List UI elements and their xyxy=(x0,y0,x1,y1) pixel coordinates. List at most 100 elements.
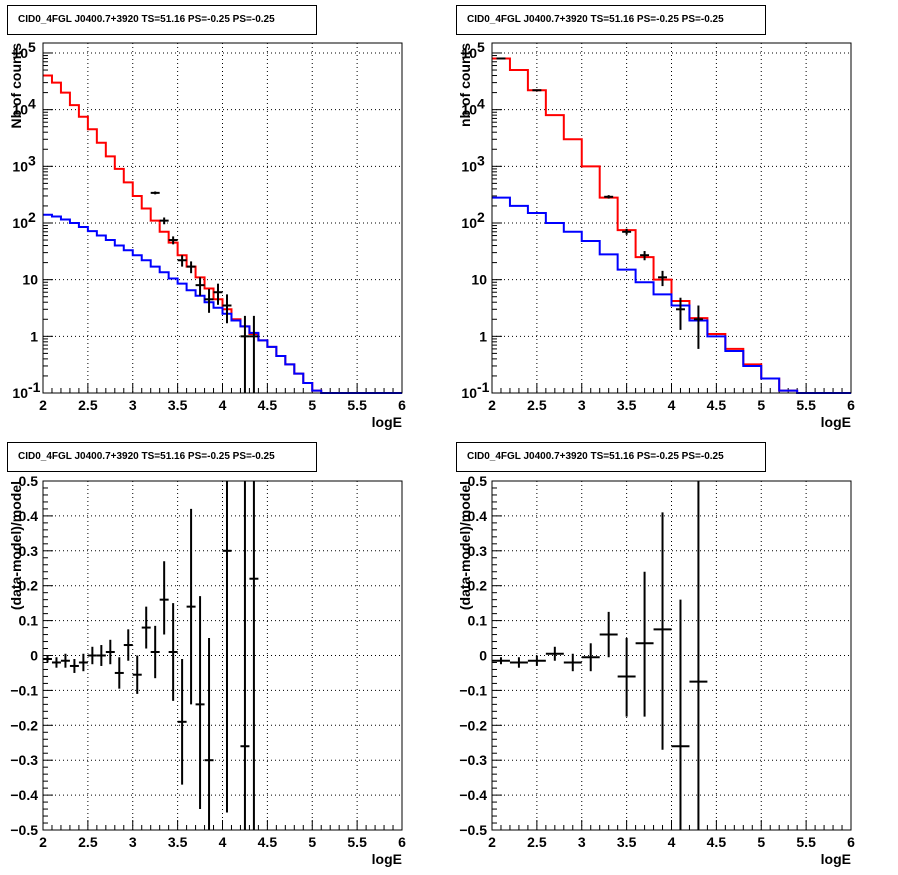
y-tick-exponent: 3 xyxy=(28,152,36,168)
data-point xyxy=(640,251,650,261)
data-point xyxy=(653,512,672,750)
y-tick-exponent: 2 xyxy=(477,209,485,225)
data-point xyxy=(43,655,52,663)
data-point xyxy=(671,599,690,830)
data-point xyxy=(51,657,61,668)
y-tick-exponent: 4 xyxy=(477,96,485,112)
y-tick-exponent: -1 xyxy=(477,379,490,395)
x-tick-label: 5 xyxy=(757,834,765,850)
data-point xyxy=(159,217,169,225)
x-tick-label: 4.5 xyxy=(258,834,278,850)
data-point xyxy=(222,294,232,324)
chart-svg-2: 2 2.5 3 3.5 4 4.5 5 5.5 6 −0.5 −0.4 −0.3 −0.2 −0.1 0 0.… xyxy=(8,473,406,867)
y-tick-label: 10 xyxy=(12,45,28,61)
data-point xyxy=(159,561,169,635)
x-tick-label: 5.5 xyxy=(796,397,816,413)
data-point xyxy=(168,236,178,245)
x-tick-label: 6 xyxy=(847,834,855,850)
residual-panel-right: 2 2.5 3 3.5 4 4.5 5 5.5 6 −0.5 −0.4 −0.3 −0.2 −0.1 0 0.… xyxy=(449,437,898,875)
x-axis-title: logE xyxy=(372,414,402,430)
x-tick-label: 3.5 xyxy=(617,397,637,413)
data-point xyxy=(604,195,614,199)
data-point xyxy=(141,606,151,649)
x-tick-label: 3 xyxy=(129,834,137,850)
x-tick-label: 3 xyxy=(578,834,586,850)
data-point xyxy=(186,508,196,705)
data-point xyxy=(581,643,600,672)
x-tick-label: 5.5 xyxy=(796,834,816,850)
x-tick-labels: 2 2.5 3 3.5 4 4.5 5 5.5 6 xyxy=(39,397,406,413)
x-tick-labels: 2 2.5 3 3.5 4 4.5 5 5.5 6 xyxy=(488,834,855,850)
data-point xyxy=(150,625,160,679)
y-tick-exponent: 5 xyxy=(477,39,485,55)
y-tick-label: −0.3 xyxy=(10,752,38,768)
data-point xyxy=(195,277,205,296)
x-tick-label: 5 xyxy=(308,834,316,850)
data-point xyxy=(240,481,250,830)
spectrum-panel-right: 2 2.5 3 3.5 4 4.5 5 5.5 6 10 -1 1 10 10 2 10 3 10 4 10 5 logE… xyxy=(449,0,898,437)
chart-title: CID0_4FGL J0400.7+3920 TS=51.16 PS=-0.25… xyxy=(7,5,317,35)
chart-title: CID0_4FGL J0400.7+3920 TS=51.16 PS=-0.25… xyxy=(456,5,766,35)
data-point xyxy=(123,629,133,661)
data-points xyxy=(496,57,703,349)
x-tick-label: 5 xyxy=(308,397,316,413)
data-point xyxy=(635,571,654,717)
data-point xyxy=(689,481,708,830)
y-tick-label: 0 xyxy=(479,648,487,664)
data-point xyxy=(222,481,232,813)
x-axis-title: logE xyxy=(821,414,851,430)
y-axis-title: (data-model)/model xyxy=(8,481,24,610)
data-point xyxy=(96,645,106,666)
x-tick-label: 3.5 xyxy=(168,834,188,850)
y-tick-label: 10 xyxy=(461,158,477,174)
data-point xyxy=(195,596,205,810)
x-axis-title: logE xyxy=(372,851,402,867)
x-tick-label: 5.5 xyxy=(347,397,367,413)
y-tick-exponent: 3 xyxy=(477,152,485,168)
axis-ticks xyxy=(42,480,403,831)
x-tick-labels: 2 2.5 3 3.5 4 4.5 5 5.5 6 xyxy=(39,834,406,850)
data-point xyxy=(78,653,88,672)
x-axis-title: logE xyxy=(821,851,851,867)
x-tick-label: 4 xyxy=(219,834,227,850)
y-tick-label: 10 xyxy=(461,102,477,118)
y-tick-exponent: 5 xyxy=(28,39,36,55)
chart-svg-3: 2 2.5 3 3.5 4 4.5 5 5.5 6 −0.5 −0.4 −0.3 −0.2 −0.1 0 0.… xyxy=(457,473,855,867)
data-point xyxy=(240,315,250,393)
x-tick-label: 3.5 xyxy=(168,397,188,413)
y-tick-label: −0.1 xyxy=(459,682,487,698)
y-tick-label: 0.2 xyxy=(468,578,488,594)
data-point xyxy=(204,638,214,830)
x-tick-label: 2.5 xyxy=(527,834,547,850)
data-point xyxy=(249,315,259,393)
y-tick-label: −0.4 xyxy=(459,787,487,803)
y-tick-label: −0.5 xyxy=(10,822,38,838)
data-point xyxy=(150,191,160,195)
data-point xyxy=(693,305,703,349)
histogram-series-0 xyxy=(492,57,851,394)
y-tick-label: 10 xyxy=(471,272,487,288)
x-tick-label: 4 xyxy=(668,834,676,850)
x-tick-label: 3 xyxy=(129,397,137,413)
spectrum-panel-left: 2 2.5 3 3.5 4 4.5 5 5.5 6 10 -1 1 10 10 2 10 3 10 4 10 5 logE… xyxy=(0,0,449,437)
data-points xyxy=(43,481,259,830)
y-tick-label: 1 xyxy=(479,328,487,344)
data-point xyxy=(532,89,542,92)
y-axis-title: nb of counts xyxy=(457,43,473,127)
x-tick-label: 2 xyxy=(488,397,496,413)
data-point xyxy=(186,261,196,274)
x-tick-label: 4 xyxy=(219,397,227,413)
data-point xyxy=(622,228,632,235)
data-point xyxy=(658,270,668,287)
data-point xyxy=(177,255,187,267)
x-tick-label: 5.5 xyxy=(347,834,367,850)
x-tick-label: 6 xyxy=(398,397,406,413)
data-point xyxy=(114,657,124,689)
y-tick-label: 0.4 xyxy=(468,508,488,524)
y-tick-label: −0.4 xyxy=(10,787,38,803)
data-point xyxy=(69,658,79,673)
x-tick-label: 2.5 xyxy=(78,397,98,413)
